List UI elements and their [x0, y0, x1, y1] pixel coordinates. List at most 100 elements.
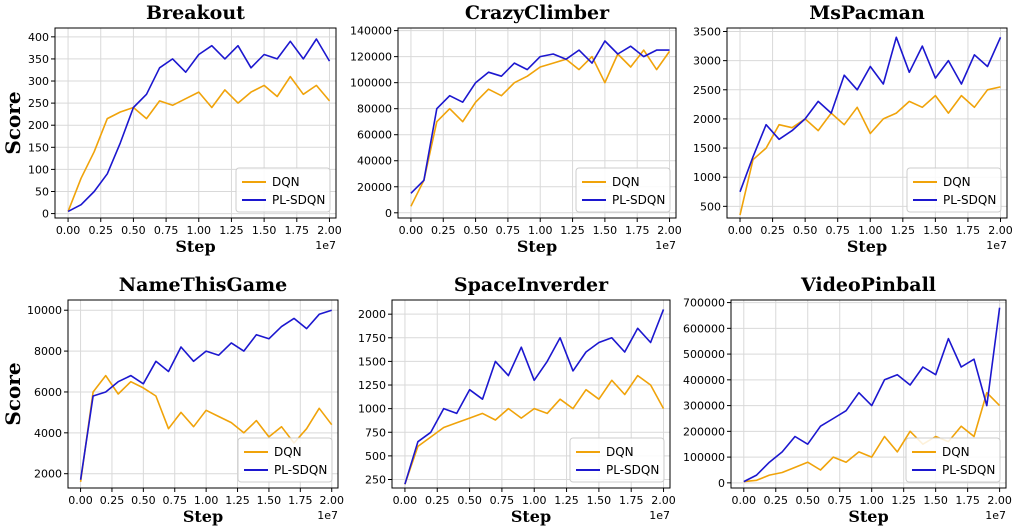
x-tick-label: 0.50	[121, 224, 146, 237]
subplot-title: Breakout	[146, 2, 245, 24]
y-tick-label: 750	[365, 426, 386, 439]
series-line-pl-sdqn	[410, 40, 670, 194]
x-tick-label: 0.50	[457, 494, 482, 507]
y-tick-label: 140000	[350, 25, 392, 38]
series-line-dqn	[67, 75, 331, 212]
x-tick-label: 0.00	[68, 494, 93, 507]
y-tick-label: 2000	[358, 308, 386, 321]
series-line-pl-sdqn	[67, 38, 331, 213]
x-tick-label: 1.75	[288, 494, 313, 507]
x-tick-label: 0.25	[760, 224, 785, 237]
series-line-dqn	[410, 49, 671, 207]
y-tick-label: 1000	[693, 171, 721, 184]
x-tick-label: 1.50	[252, 224, 277, 237]
x-tick-label: 2.00	[319, 494, 344, 507]
x-tick-label: 1.00	[528, 224, 553, 237]
y-tick-label: 250	[365, 473, 386, 486]
legend-label: PL-SDQN	[272, 193, 325, 207]
y-tick-label: 50	[35, 185, 49, 198]
x-axis-label: Step	[517, 237, 557, 256]
subplot-spaceinverder: 0.00 0.25 0.50 0.75 1.00 1.25 1.50 1.75 2.00 250 5…	[358, 274, 676, 526]
x-tick-label: 0.75	[490, 494, 515, 507]
subplot-title: MsPacman	[809, 2, 925, 24]
y-tick-label: 400000	[683, 374, 725, 387]
y-tick-label: 1500	[693, 142, 721, 155]
y-tick-label: 100	[28, 163, 49, 176]
x-axis-label: Step	[183, 507, 223, 526]
series-line-pl-sdqn	[79, 309, 332, 480]
x-tick-label: 1.25	[225, 494, 250, 507]
legend-label: DQN	[943, 175, 971, 189]
x-tick-label: 1.25	[891, 494, 916, 507]
series-line-dqn	[743, 391, 1001, 483]
x-tick-label: 1.00	[522, 494, 547, 507]
subplot-crazyclimber: 0.00 0.25 0.50 0.75 1.00 1.25 1.50 1.75 2.00 0 200…	[350, 2, 682, 256]
x-exponent-label: 1e7	[986, 239, 1007, 252]
legend-label: PL-SDQN	[942, 463, 995, 477]
subplot-mspacman: 0.00 0.25 0.50 0.75 1.00 1.25 1.50 1.75 2.00 500 1…	[693, 2, 1013, 256]
series-line-pl-sdqn	[739, 36, 1002, 193]
y-tick-label: 0	[718, 477, 725, 490]
subplot-title: CrazyClimber	[465, 2, 610, 24]
x-tick-label: 1.25	[891, 224, 916, 237]
y-tick-label: 2500	[693, 84, 721, 97]
y-tick-label: 1250	[358, 379, 386, 392]
x-tick-label: 1.00	[859, 494, 884, 507]
legend-label: PL-SDQN	[606, 463, 659, 477]
x-tick-label: 1.50	[923, 494, 948, 507]
x-tick-label: 0.50	[131, 494, 156, 507]
subplot-breakout: 0.00 0.25 0.50 0.75 1.00 1.25 1.50 1.75 2.00 0 50 1…	[1, 2, 342, 256]
subplot-title: SpaceInverder	[454, 274, 609, 296]
y-tick-label: 8000	[34, 345, 62, 358]
plot-frame	[391, 299, 671, 489]
x-tick-label: 1.50	[257, 494, 282, 507]
x-tick-label: 0.25	[88, 224, 113, 237]
x-tick-label: 2.00	[987, 494, 1012, 507]
y-tick-label: 100000	[350, 77, 392, 90]
legend: DQN PL-SDQN	[235, 167, 331, 213]
y-tick-label: 500	[700, 200, 721, 213]
x-tick-label: 0.50	[463, 224, 488, 237]
y-tick-label: 0	[42, 208, 49, 221]
subplot-namethisgame: 0.00 0.25 0.50 0.75 1.00 1.25 1.50 1.75 2.00 2000…	[1, 274, 344, 526]
y-tick-label: 200000	[683, 425, 725, 438]
y-tick-label: 1000	[358, 403, 386, 416]
x-tick-label: 1.00	[187, 224, 212, 237]
plot-frame	[397, 27, 677, 219]
x-tick-label: 0.00	[393, 494, 418, 507]
x-tick-label: 1.75	[956, 224, 981, 237]
legend-label: DQN	[606, 445, 634, 459]
x-tick-label: 2.00	[651, 494, 676, 507]
y-axis-label: Score	[1, 362, 25, 425]
y-tick-label: 350	[28, 53, 49, 66]
x-tick-label: 1.50	[923, 224, 948, 237]
x-tick-label: 0.00	[56, 224, 81, 237]
x-tick-label: 0.75	[154, 224, 179, 237]
y-tick-label: 120000	[350, 51, 392, 64]
x-exponent-label: 1e7	[985, 509, 1006, 522]
x-tick-label: 1.25	[560, 224, 585, 237]
legend-label: DQN	[942, 445, 970, 459]
y-tick-label: 2000	[34, 468, 62, 481]
x-exponent-label: 1e7	[317, 509, 338, 522]
x-tick-label: 0.25	[764, 494, 789, 507]
legend-label: DQN	[274, 445, 302, 459]
x-tick-label: 1.25	[219, 224, 244, 237]
x-tick-label: 0.75	[827, 494, 852, 507]
x-tick-label: 0.25	[100, 494, 125, 507]
subplot-title: NameThisGame	[119, 274, 287, 296]
y-tick-label: 80000	[357, 103, 392, 116]
y-tick-label: 3000	[693, 55, 721, 68]
y-tick-label: 100000	[683, 451, 725, 464]
x-tick-label: 1.50	[593, 224, 618, 237]
y-tick-label: 1500	[358, 355, 386, 368]
y-tick-label: 300000	[683, 400, 725, 413]
y-tick-label: 20000	[357, 181, 392, 194]
y-tick-label: 3500	[693, 25, 721, 38]
x-tick-label: 0.50	[795, 494, 820, 507]
plot-frame	[730, 299, 1007, 489]
subplot-title: VideoPinball	[800, 274, 936, 296]
legend: DQN PL-SDQN	[569, 437, 665, 483]
y-tick-label: 1750	[358, 332, 386, 345]
legend-label: PL-SDQN	[943, 193, 996, 207]
